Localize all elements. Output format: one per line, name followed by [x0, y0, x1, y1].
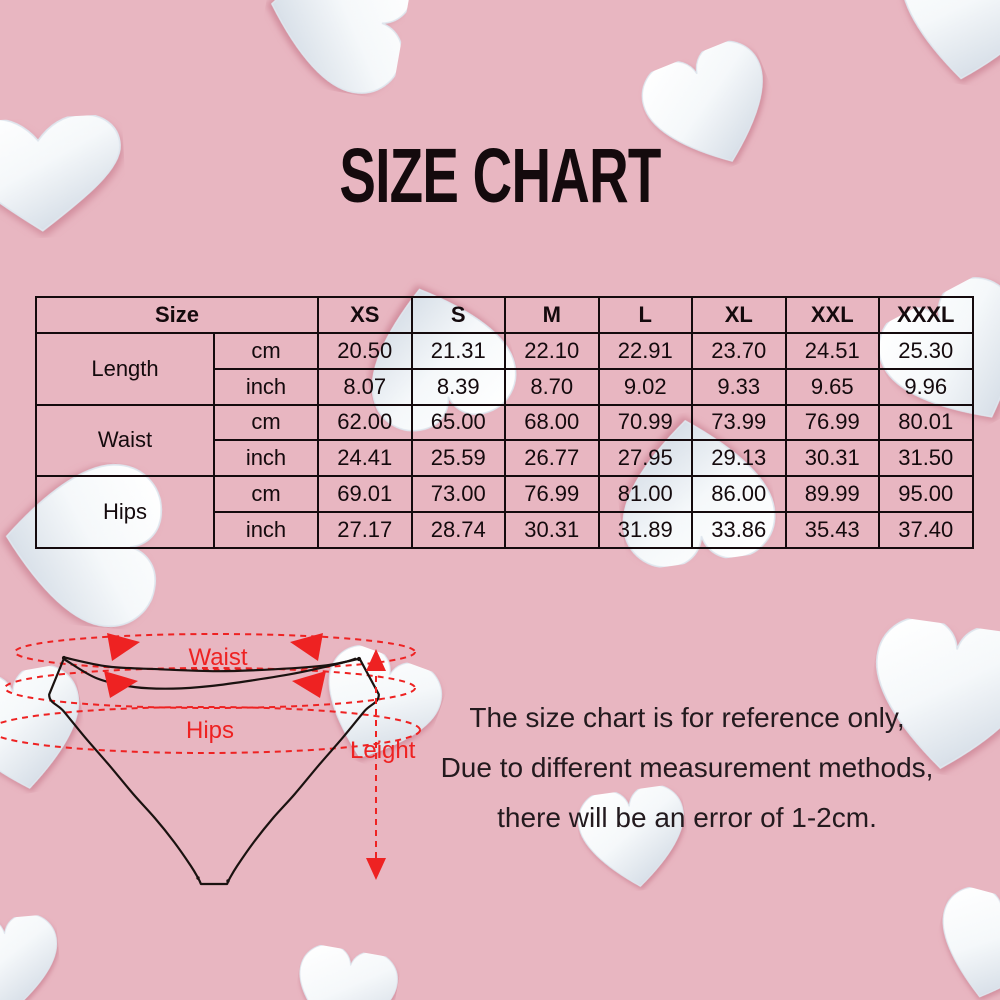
svg-text:Leight: Leight [350, 737, 416, 764]
svg-text:Waist: Waist [188, 644, 247, 671]
svg-text:Hips: Hips [186, 717, 234, 744]
